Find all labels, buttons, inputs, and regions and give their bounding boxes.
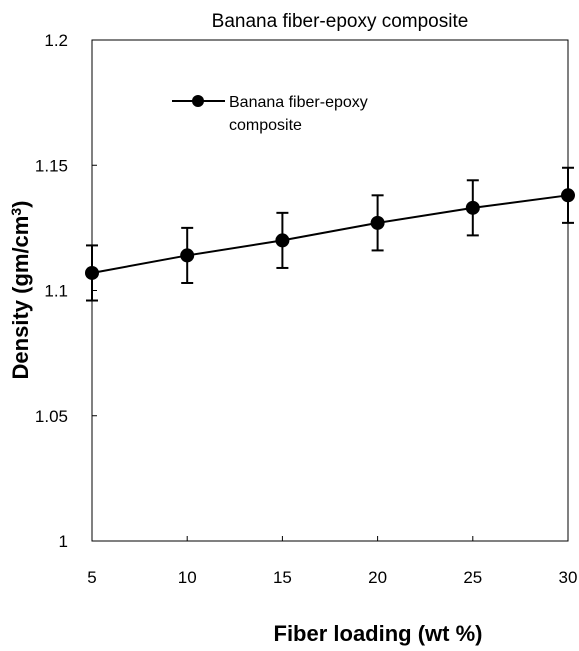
legend: Banana fiber-epoxy composite xyxy=(172,94,368,134)
y-tick-label: 1.1 xyxy=(44,282,68,301)
x-tick-label: 15 xyxy=(273,568,292,587)
chart-title: Banana fiber-epoxy composite xyxy=(212,11,469,32)
y-axis-title-main: Density (gm/cm xyxy=(8,216,33,380)
y-axis-title-end: ) xyxy=(8,201,33,208)
data-point-marker xyxy=(561,188,575,203)
legend-label-line-1: Banana fiber-epoxy xyxy=(229,94,368,111)
x-tick-label: 5 xyxy=(87,568,96,587)
data-point-marker xyxy=(370,215,385,230)
x-axis-title: Fiber loading (wt %) xyxy=(274,621,483,646)
y-tick-label: 1 xyxy=(59,532,68,551)
plot-area-frame xyxy=(91,39,569,542)
x-tick-label: 10 xyxy=(178,568,197,587)
y-axis-ticks: 1 1.05 1.1 1.15 1.2 xyxy=(35,31,97,551)
series-layer xyxy=(85,166,575,302)
x-axis-ticks: 5 10 15 20 25 30 xyxy=(87,536,577,587)
data-point-marker xyxy=(275,233,290,248)
y-axis-title-superscript: 3 xyxy=(8,208,24,216)
data-point-marker xyxy=(85,265,99,280)
y-axis-title: Density (gm/cm3) xyxy=(8,201,33,380)
series-line xyxy=(91,194,569,274)
x-tick-label: 30 xyxy=(559,568,578,587)
y-tick-label: 1.2 xyxy=(44,31,68,50)
x-tick-label: 25 xyxy=(463,568,482,587)
legend-label-line-2: composite xyxy=(229,117,302,134)
data-point-marker xyxy=(180,248,195,263)
data-point-marker xyxy=(465,200,480,215)
y-tick-label: 1.05 xyxy=(35,407,68,426)
x-tick-label: 20 xyxy=(368,568,387,587)
y-tick-label: 1.15 xyxy=(35,156,68,175)
legend-marker-swatch xyxy=(192,95,204,107)
